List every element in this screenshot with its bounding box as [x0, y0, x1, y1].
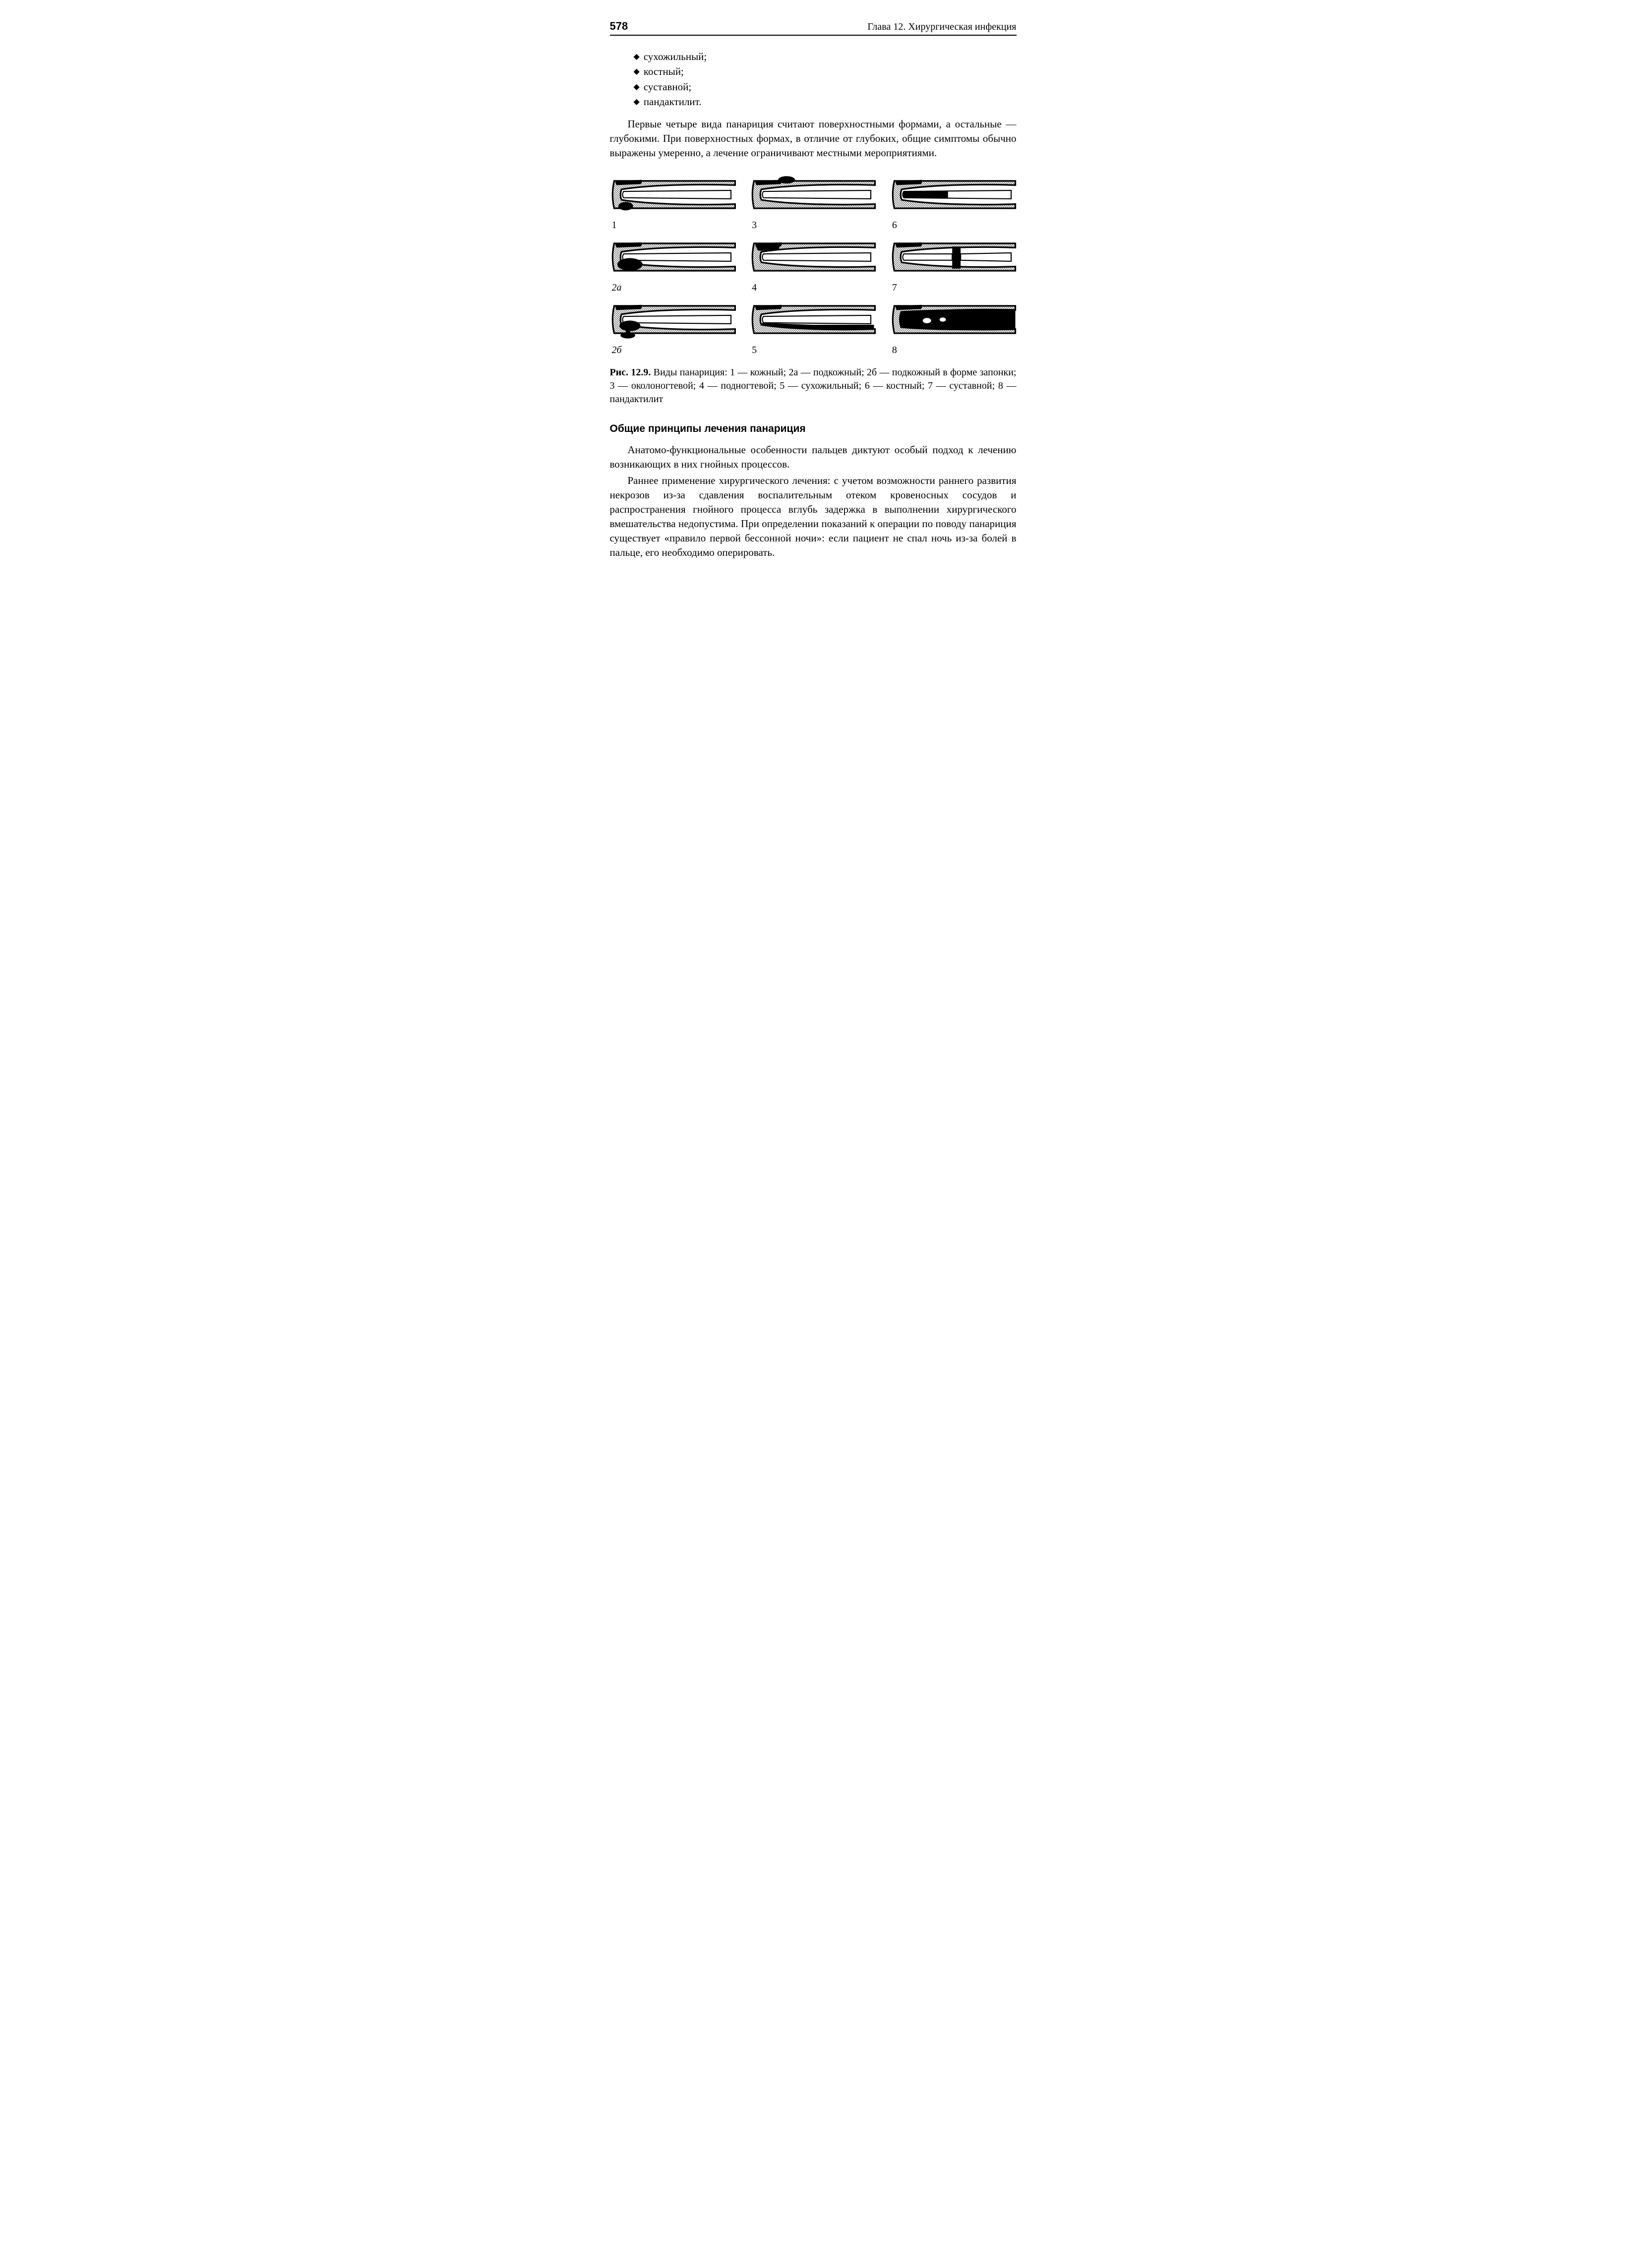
paragraph: Первые четыре вида панариция считают пов…: [610, 117, 1017, 160]
figure-label: 2б: [610, 345, 736, 356]
finger-diagram-2a: [610, 236, 736, 278]
figure-cell-2b: 2б: [610, 298, 736, 356]
bullet-item: ◆ суставной;: [634, 80, 1017, 95]
figure-cell-3: 3: [750, 174, 876, 231]
figure-label: 3: [750, 220, 876, 231]
paragraph: Раннее применение хирургического лечения…: [610, 474, 1017, 560]
figure-label: 6: [890, 220, 1017, 231]
figure-caption: Рис. 12.9. Виды панариция: 1 — кожный; 2…: [610, 366, 1017, 406]
finger-diagram-8: [890, 298, 1017, 341]
figure-caption-bold: Рис. 12.9.: [610, 367, 651, 378]
bullet-item: ◆ сухожильный;: [634, 50, 1017, 64]
finger-diagram-3: [750, 174, 876, 216]
figure-cell-1: 1: [610, 174, 736, 231]
figure-caption-text: Виды панариция: 1 — кожный; 2а — подкожн…: [610, 367, 1017, 405]
bullet-item: ◆ костный;: [634, 64, 1017, 79]
figure-cell-8: 8: [890, 298, 1017, 356]
diamond-icon: ◆: [634, 95, 640, 110]
diamond-icon: ◆: [634, 50, 640, 64]
paragraph: Анатомо-функциональные особенности пальц…: [610, 443, 1017, 472]
bullet-text: суставной;: [644, 80, 691, 94]
finger-diagram-6: [890, 174, 1017, 216]
figure-cell-2a: 2а: [610, 236, 736, 294]
bullet-item: ◆ пандактилит.: [634, 95, 1017, 110]
bullet-list: ◆ сухожильный; ◆ костный; ◆ суставной; ◆…: [610, 50, 1017, 110]
bullet-text: костный;: [644, 64, 684, 79]
figure-label: 8: [890, 345, 1017, 356]
figure-grid: 1 3: [610, 174, 1017, 356]
figure-label-italic: 2б: [612, 345, 622, 356]
figure-label: 4: [750, 282, 876, 294]
figure-cell-6: 6: [890, 174, 1017, 231]
bullet-text: пандактилит.: [644, 95, 702, 109]
diamond-icon: ◆: [634, 80, 640, 95]
page-number: 578: [610, 20, 628, 33]
figure-cell-5: 5: [750, 298, 876, 356]
figure-label: 2а: [610, 282, 736, 294]
page: 578 Глава 12. Хирургическая инфекция ◆ с…: [610, 20, 1017, 562]
finger-diagram-4: [750, 236, 876, 278]
section-heading: Общие принципы лечения панариция: [610, 423, 1017, 435]
figure-cell-4: 4: [750, 236, 876, 294]
figure-label: 5: [750, 345, 876, 356]
figure-label-italic: 2а: [612, 282, 622, 293]
finger-diagram-5: [750, 298, 876, 341]
page-header: 578 Глава 12. Хирургическая инфекция: [610, 20, 1017, 36]
finger-diagram-1: [610, 174, 736, 216]
finger-diagram-7: [890, 236, 1017, 278]
diamond-icon: ◆: [634, 64, 640, 79]
finger-diagram-2b: [610, 298, 736, 341]
bullet-text: сухожильный;: [644, 50, 707, 64]
figure-label: 1: [610, 220, 736, 231]
chapter-title: Глава 12. Хирургическая инфекция: [867, 21, 1016, 33]
figure-label: 7: [890, 282, 1017, 294]
figure-cell-7: 7: [890, 236, 1017, 294]
